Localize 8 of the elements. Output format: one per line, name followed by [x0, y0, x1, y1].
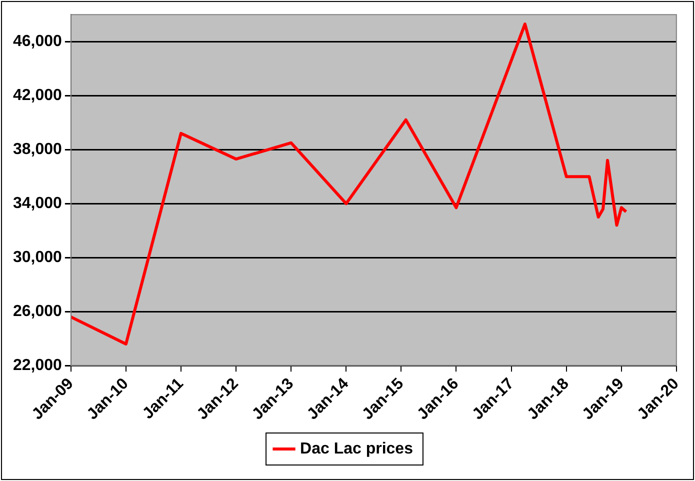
y-tick-label: 46,000	[13, 33, 62, 50]
y-tick-label: 38,000	[13, 140, 62, 158]
y-tick-label: 26,000	[13, 302, 62, 320]
y-tick-label: 42,000	[13, 87, 62, 104]
y-tick-label: 30,000	[13, 248, 62, 266]
y-tick-label: 34,000	[13, 194, 62, 212]
legend-label: Dac Lac prices	[300, 440, 414, 458]
y-tick-label: 22,000	[13, 356, 62, 374]
